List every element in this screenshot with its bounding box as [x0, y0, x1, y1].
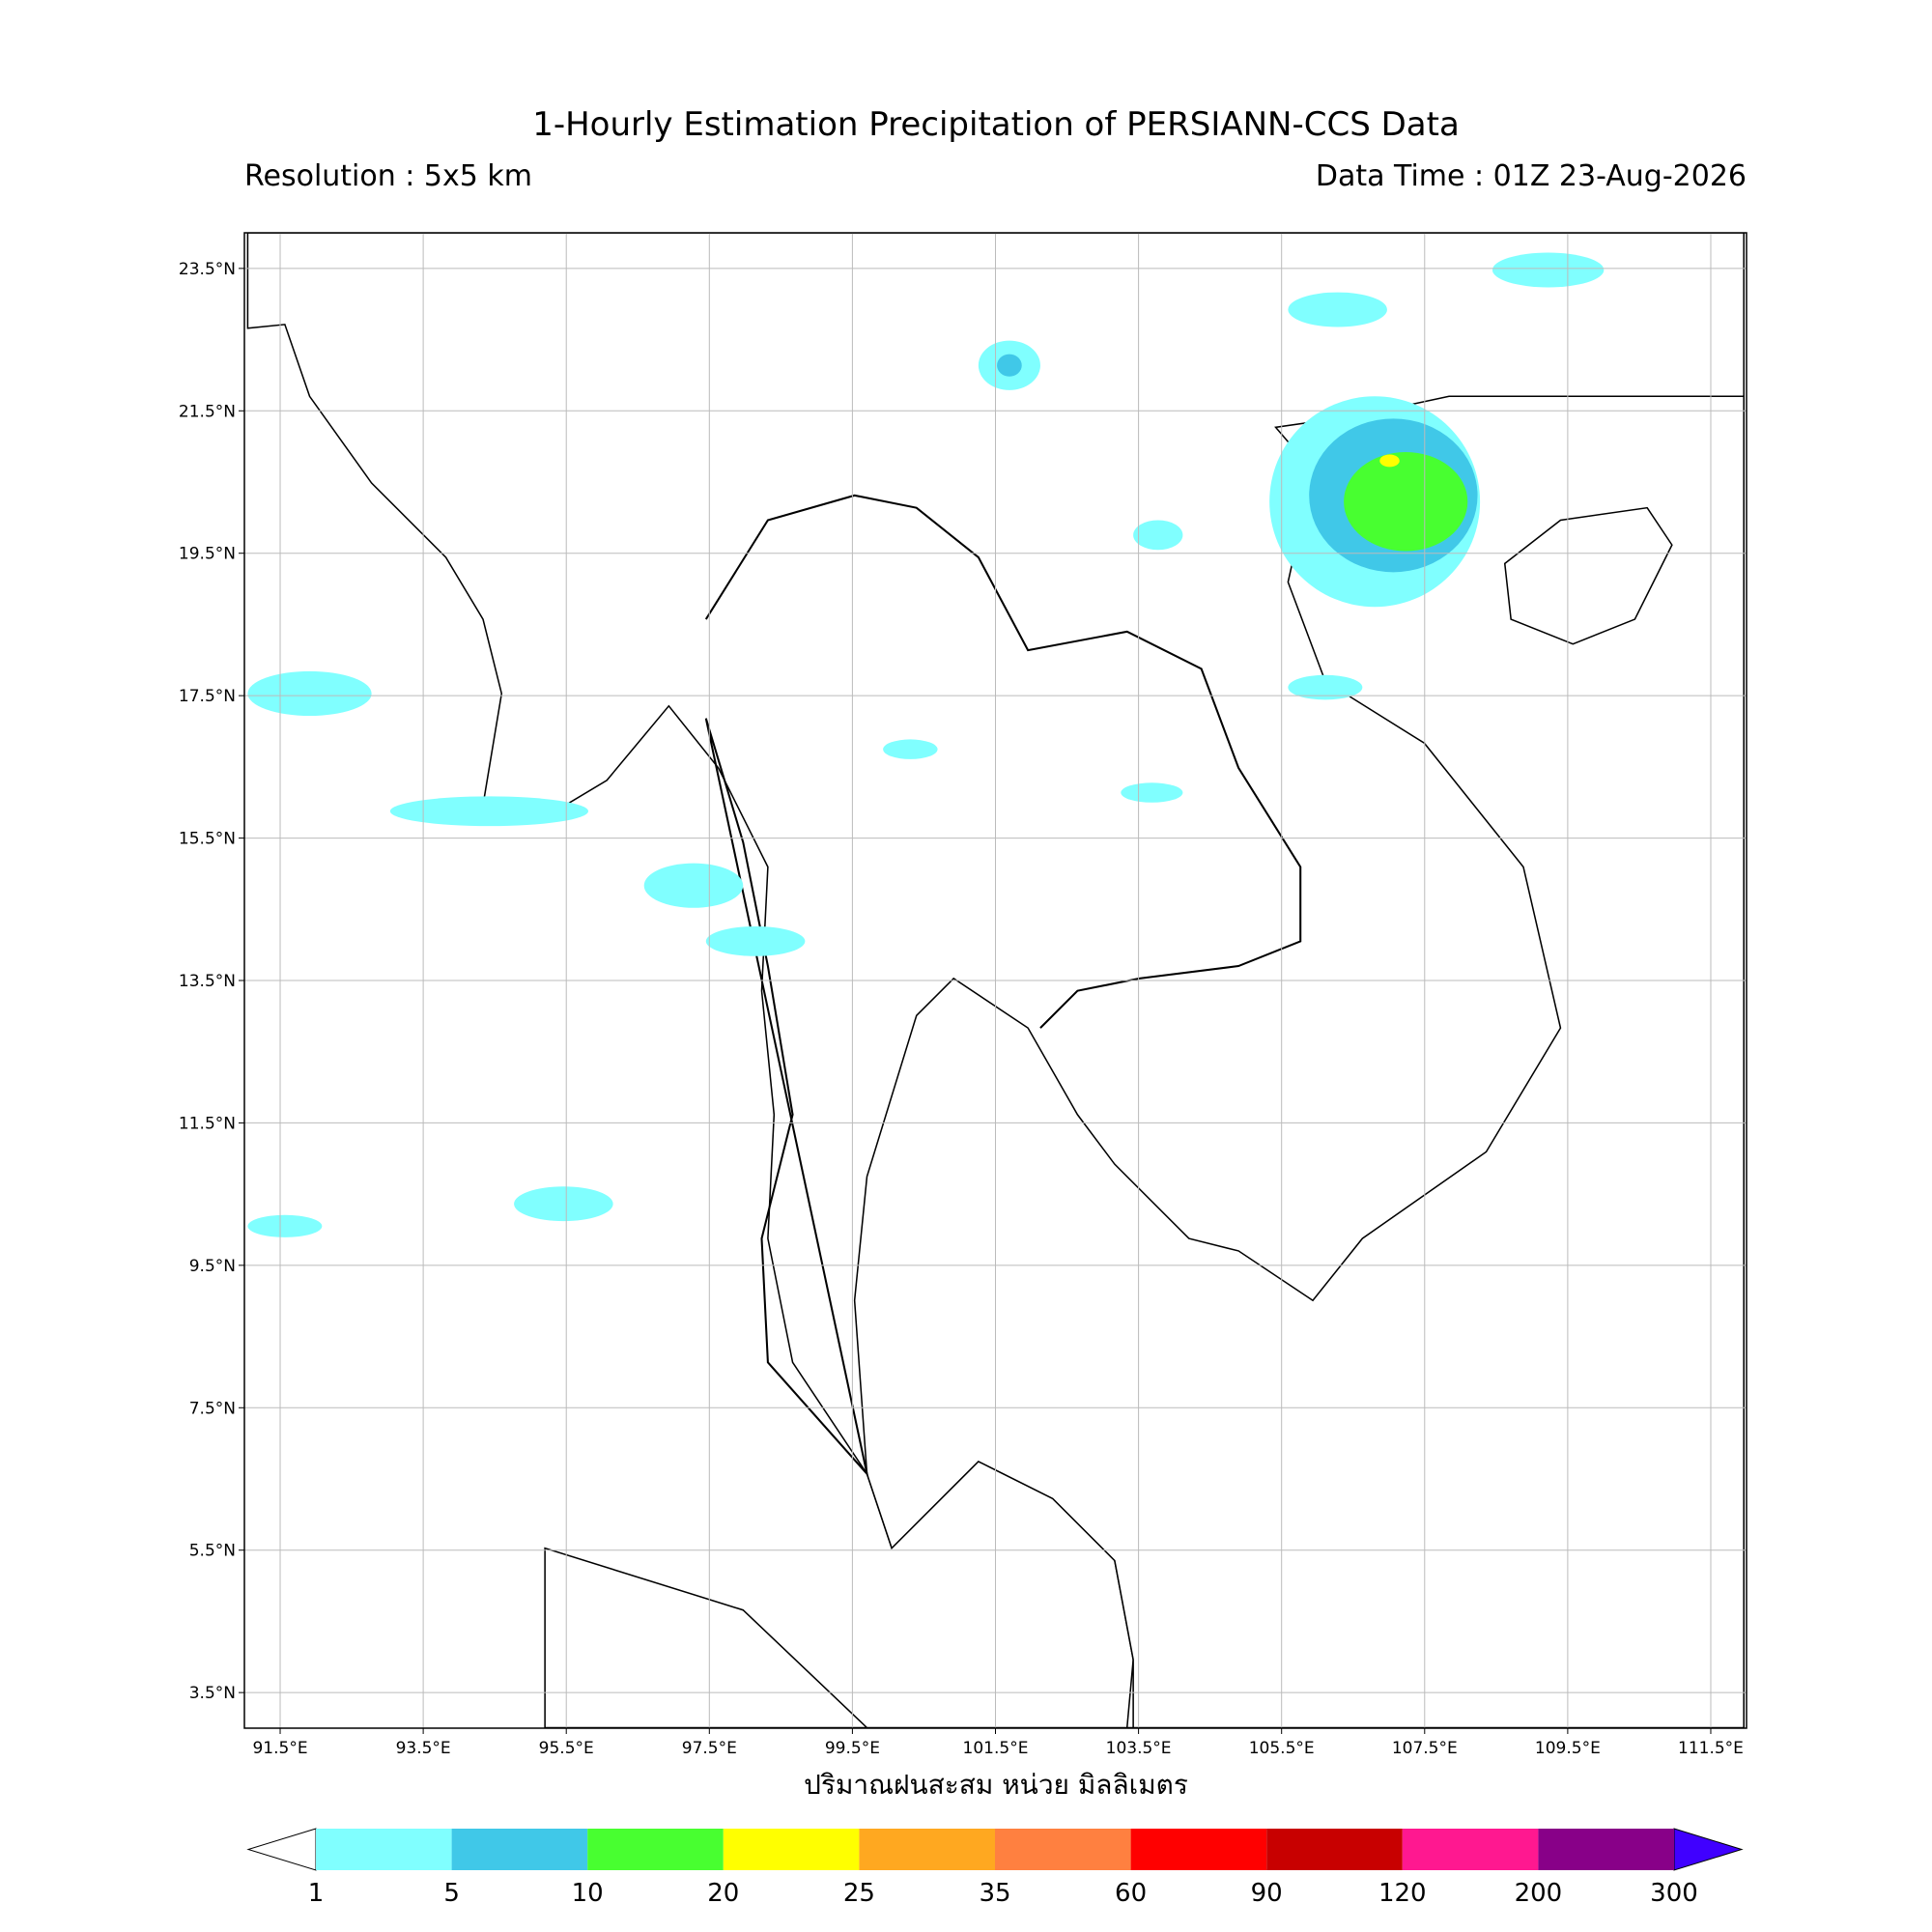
x-tick-label: 103.5°E [1106, 1739, 1172, 1758]
map [244, 233, 1747, 1728]
colorbar-box [723, 1829, 860, 1870]
colorbar-tick-label: 300 [1650, 1879, 1698, 1908]
colorbar-over [1673, 1828, 1744, 1871]
colorbar-tick-label: 1 [308, 1879, 325, 1908]
x-tick-label: 107.5°E [1392, 1739, 1458, 1758]
x-tick-label: 111.5°E [1678, 1739, 1744, 1758]
y-tick-label: 13.5°N [179, 972, 236, 991]
colorbar-box [587, 1829, 724, 1870]
y-tick-label: 23.5°N [179, 260, 236, 279]
y-tick-label: 17.5°N [179, 687, 236, 706]
colorbar-box [995, 1829, 1131, 1870]
y-tick-label: 3.5°N [189, 1684, 236, 1703]
colorbar-box [451, 1829, 588, 1870]
y-tick-label: 15.5°N [179, 830, 236, 849]
x-tick-label: 101.5°E [963, 1739, 1029, 1758]
colorbar-under [246, 1828, 317, 1871]
rain [247, 252, 1605, 1237]
hainan [1503, 506, 1673, 645]
y-tick-label: 21.5°N [179, 402, 236, 421]
colorbar-box [1538, 1829, 1674, 1870]
colorbar-tick-label: 5 [443, 1879, 460, 1908]
y-tick-label: 7.5°N [189, 1399, 236, 1418]
y-tick-label: 5.5°N [189, 1542, 236, 1561]
colorbar-box [1130, 1829, 1267, 1870]
x-tick-label: 99.5°E [825, 1739, 880, 1758]
colorbar-label: ปริมาณฝนสะสม หน่วย มิลลิเมตร [804, 1769, 1188, 1801]
title: 1-Hourly Estimation Precipitation of PER… [532, 105, 1460, 144]
thailand-border [704, 494, 1302, 1478]
colorbar-box [859, 1829, 995, 1870]
y-tick-label: 11.5°N [179, 1114, 236, 1133]
colorbar-tick-label: 25 [843, 1879, 875, 1908]
colorbar-tick-label: 20 [707, 1879, 739, 1908]
colorbar-tick-label: 35 [979, 1879, 1010, 1908]
colorbar-tick-label: 200 [1515, 1879, 1563, 1908]
colorbar-box [1266, 1829, 1403, 1870]
x-tick-label: 91.5°E [252, 1739, 307, 1758]
colorbar-tick-label: 10 [572, 1879, 604, 1908]
x-tick-label: 95.5°E [539, 1739, 594, 1758]
x-tick-label: 105.5°E [1249, 1739, 1315, 1758]
resolution: Resolution : 5x5 km [244, 159, 532, 193]
x-tick-label: 93.5°E [396, 1739, 451, 1758]
colorbar-tick-label: 90 [1251, 1879, 1283, 1908]
colorbar-box [316, 1829, 452, 1870]
data-time: Data Time : 01Z 23-Aug-2026 [1316, 159, 1747, 193]
y-tick-label: 19.5°N [179, 545, 236, 564]
y-tick-label: 9.5°N [189, 1257, 236, 1276]
x-tick-label: 109.5°E [1535, 1739, 1601, 1758]
gulf [853, 395, 1745, 1728]
colorbar-tick-label: 120 [1378, 1879, 1427, 1908]
colorbar-box [1402, 1829, 1539, 1870]
x-tick-label: 97.5°E [682, 1739, 737, 1758]
colorbar-tick-label: 60 [1115, 1879, 1147, 1908]
